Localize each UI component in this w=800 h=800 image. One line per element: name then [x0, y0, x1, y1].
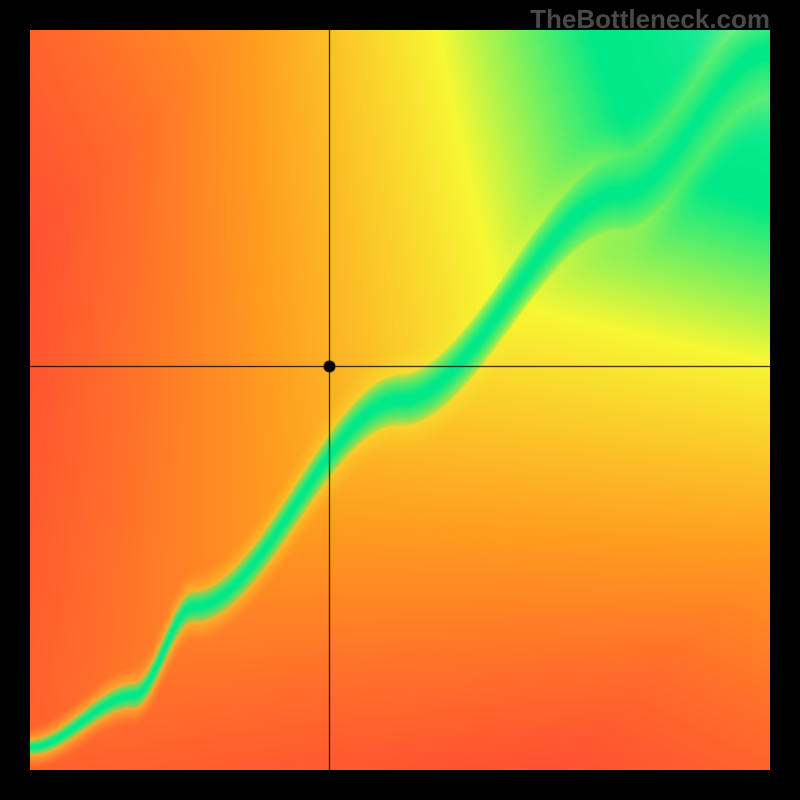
chart-container: TheBottleneck.com: [0, 0, 800, 800]
bottleneck-heatmap: [30, 30, 770, 770]
watermark-text: TheBottleneck.com: [530, 4, 770, 35]
